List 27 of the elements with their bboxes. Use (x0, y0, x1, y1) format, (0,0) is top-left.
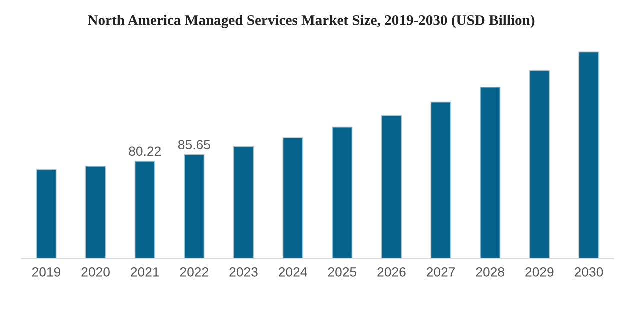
bar (282, 138, 304, 259)
data-label: 85.65 (178, 140, 210, 150)
chart-title: North America Managed Services Market Size, 2019-2030 (USD Billion) (88, 15, 535, 28)
bar (430, 102, 452, 259)
bar (381, 115, 402, 259)
bar (332, 126, 353, 259)
x-tick-label: 2023 (230, 268, 258, 277)
x-tick-label: 2028 (476, 268, 504, 277)
x-tick-label: 2030 (574, 268, 604, 277)
bar (184, 154, 205, 259)
x-tick-label: 2029 (526, 268, 554, 277)
bar (529, 70, 550, 259)
x-tick-label: 2019 (32, 268, 61, 277)
bar (86, 166, 106, 259)
bar (36, 169, 57, 259)
bar (578, 52, 600, 259)
x-tick-label: 2024 (279, 268, 308, 277)
x-tick-label: 2027 (427, 268, 456, 277)
x-tick-label: 2025 (328, 268, 357, 277)
x-tick-label: 2026 (378, 268, 406, 277)
bar (480, 86, 501, 259)
x-tick-label: 2021 (131, 268, 160, 277)
bar (134, 161, 156, 259)
bar (233, 146, 254, 259)
x-tick-label: 2022 (180, 268, 208, 277)
x-tick-label: 2020 (82, 268, 110, 277)
data-label: 80.22 (129, 146, 161, 156)
